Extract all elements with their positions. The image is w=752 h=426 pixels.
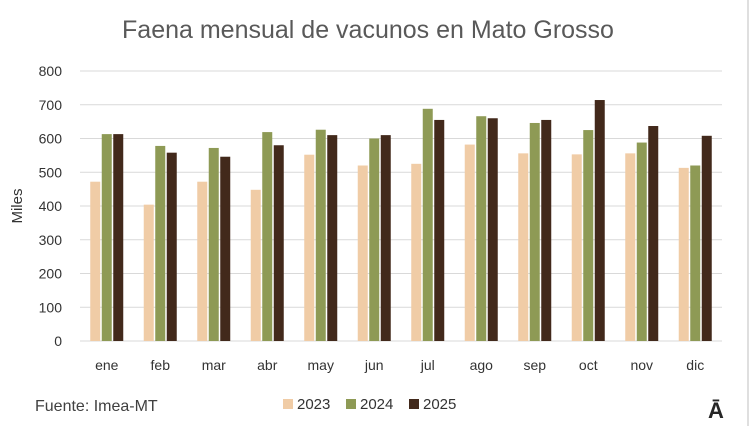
bar-2025-nov (648, 126, 659, 341)
legend-swatch-2024 (346, 399, 356, 409)
gridlines (80, 70, 722, 342)
bar-2025-dic (701, 135, 712, 341)
bar-2023-ene (90, 181, 101, 341)
bar-2023-feb (143, 204, 154, 341)
legend: 2023 2024 2025 (283, 396, 456, 413)
x-tick-label: ene (95, 357, 119, 373)
bar-2024-ago (476, 116, 487, 341)
bar-2023-jul (411, 163, 422, 341)
bar-2024-jul (422, 108, 433, 341)
y-axis-ticks: 0 100 200 300 400 500 600 700 800 (39, 63, 63, 349)
x-tick-label: jul (420, 357, 435, 373)
source-note: Fuente: Imea-MT (35, 398, 158, 415)
brand-logo: Ā (708, 398, 724, 423)
bar-2024-mar (208, 147, 219, 341)
bar-2025-feb (166, 152, 177, 341)
y-tick-label: 700 (39, 97, 63, 113)
x-axis-ticks: ene feb mar abr may jun jul ago sep oct nov dic (95, 357, 704, 373)
y-tick-label: 0 (54, 333, 62, 349)
bar-2025-abr (273, 145, 284, 341)
y-tick-label: 200 (39, 266, 63, 282)
bar-2023-abr (250, 189, 261, 341)
bar-2025-jun (380, 135, 391, 341)
bar-2024-dic (690, 165, 701, 341)
bar-2025-mar (220, 156, 231, 341)
y-tick-label: 400 (39, 198, 63, 214)
bar-2025-oct (594, 100, 605, 342)
x-tick-label: dic (686, 357, 704, 373)
bar-2024-jun (369, 138, 380, 341)
x-tick-label: abr (257, 357, 278, 373)
bar-2025-may (327, 135, 338, 341)
bar-2024-nov (636, 142, 647, 341)
x-tick-label: jun (364, 357, 384, 373)
y-tick-label: 100 (39, 299, 63, 315)
bar-2024-may (315, 129, 326, 341)
legend-label-2023: 2023 (297, 396, 330, 413)
chart-title: Faena mensual de vacunos en Mato Grosso (122, 16, 614, 44)
bar-2025-sep (541, 119, 552, 341)
bar-2023-ago (464, 144, 475, 341)
legend-swatch-2025 (409, 399, 419, 409)
bar-2023-dic (678, 167, 689, 341)
y-tick-label: 600 (39, 131, 63, 147)
x-tick-label: sep (523, 357, 546, 373)
bar-2023-sep (518, 153, 529, 341)
legend-swatch-2023 (283, 399, 293, 409)
x-tick-label: mar (202, 357, 226, 373)
bars (90, 100, 712, 342)
y-tick-label: 800 (39, 63, 63, 79)
y-axis-label: Miles (9, 188, 26, 223)
bar-2024-oct (583, 130, 594, 341)
bar-2023-may (304, 154, 315, 341)
x-tick-label: oct (579, 357, 598, 373)
bar-2024-sep (529, 122, 540, 341)
y-tick-label: 500 (39, 164, 63, 180)
bar-2023-jun (357, 165, 368, 341)
bar-2025-ago (487, 118, 498, 341)
x-tick-label: may (308, 357, 334, 373)
legend-label-2024: 2024 (360, 396, 393, 413)
bar-2023-nov (625, 153, 636, 341)
x-tick-label: ago (470, 357, 494, 373)
x-tick-label: nov (630, 357, 653, 373)
bar-2023-oct (571, 154, 582, 341)
bar-2024-abr (262, 132, 273, 341)
bar-2023-mar (197, 181, 208, 341)
bar-2025-ene (113, 134, 124, 341)
y-tick-label: 300 (39, 232, 63, 248)
x-tick-label: feb (151, 357, 171, 373)
bar-2025-jul (434, 119, 445, 341)
bar-2024-feb (155, 145, 166, 341)
legend-label-2025: 2025 (423, 396, 456, 413)
bar-2024-ene (101, 134, 112, 341)
